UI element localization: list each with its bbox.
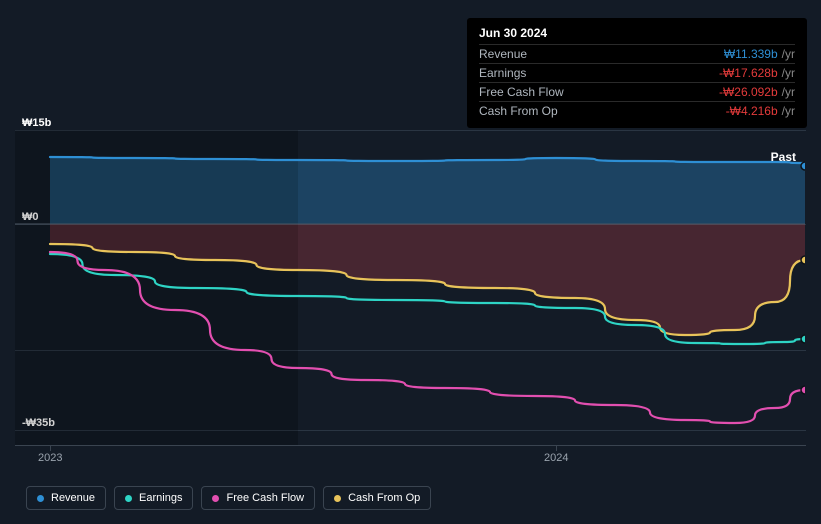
tooltip-row: Free Cash Flow -₩26.092b/yr	[479, 82, 795, 101]
legend-dot-icon	[125, 495, 132, 502]
y-tick-label: ₩15b	[22, 117, 51, 129]
tooltip-metric-name: Revenue	[479, 47, 527, 61]
x-tick-label: 2023	[38, 452, 62, 464]
tooltip-metric-name: Earnings	[479, 66, 526, 80]
legend-label: Free Cash Flow	[226, 492, 304, 504]
tooltip-metric-name: Cash From Op	[479, 104, 558, 118]
tooltip-date: Jun 30 2024	[479, 26, 795, 40]
tooltip-row: Earnings -₩17.628b/yr	[479, 63, 795, 82]
x-tick	[50, 445, 51, 451]
legend-item-revenue[interactable]: Revenue	[26, 486, 106, 510]
tooltip-row: Cash From Op -₩4.216b/yr	[479, 101, 795, 120]
x-tick	[556, 445, 557, 451]
tooltip-metric-value: -₩4.216b/yr	[726, 104, 795, 118]
legend-label: Earnings	[139, 492, 182, 504]
legend-dot-icon	[334, 495, 341, 502]
legend-dot-icon	[212, 495, 219, 502]
legend-label: Cash From Op	[348, 492, 420, 504]
legend-item-free-cash-flow[interactable]: Free Cash Flow	[201, 486, 315, 510]
plot-area	[15, 130, 805, 445]
finance-chart: ₩15b₩0-₩35b 20232024 Past Jun 30 2024 Re…	[0, 0, 821, 524]
tooltip-metric-value: -₩17.628b/yr	[719, 66, 795, 80]
past-label: Past	[771, 150, 796, 164]
tooltip-metric-name: Free Cash Flow	[479, 85, 564, 99]
tooltip-metric-value: ₩11.339b/yr	[724, 47, 795, 61]
legend-dot-icon	[37, 495, 44, 502]
legend-item-cash-from-op[interactable]: Cash From Op	[323, 486, 431, 510]
x-tick-label: 2024	[544, 452, 568, 464]
chart-legend: Revenue Earnings Free Cash Flow Cash From O…	[26, 486, 431, 510]
legend-item-earnings[interactable]: Earnings	[114, 486, 193, 510]
legend-label: Revenue	[51, 492, 95, 504]
x-axis-baseline	[15, 445, 806, 446]
hover-tooltip: Jun 30 2024 Revenue ₩11.339b/yr Earnings -₩…	[467, 18, 807, 128]
tooltip-metric-value: -₩26.092b/yr	[719, 85, 795, 99]
tooltip-row: Revenue ₩11.339b/yr	[479, 44, 795, 63]
